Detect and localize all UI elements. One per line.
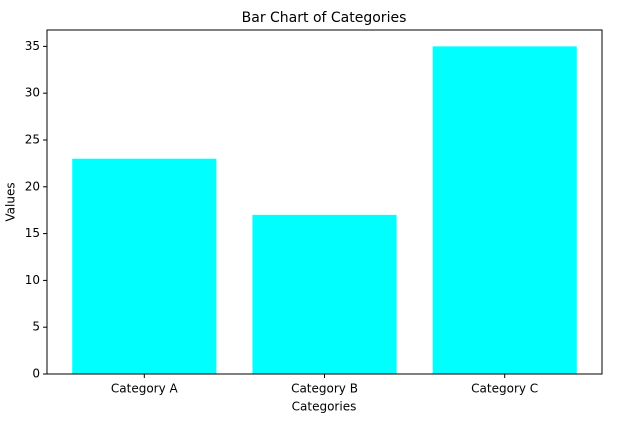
y-tick-label: 35 [25,39,40,53]
y-tick-label: 20 [25,179,40,193]
chart-title: Bar Chart of Categories [242,10,407,26]
bar [72,158,217,374]
x-tick-label: Category A [111,382,179,396]
y-tick-label: 5 [32,320,40,334]
x-axis-label: Categories [292,400,357,414]
y-tick-label: 30 [25,86,40,100]
bar [432,46,577,374]
y-tick-label: 0 [32,367,40,381]
y-axis-label: Values [4,182,18,221]
bar [252,214,397,374]
y-tick-label: 25 [25,132,40,146]
x-tick-label: Category B [291,382,358,396]
x-tick-label: Category C [471,382,538,396]
plot-frame [46,29,603,375]
y-tick-label: 15 [25,226,40,240]
y-tick-label: 10 [25,273,40,287]
